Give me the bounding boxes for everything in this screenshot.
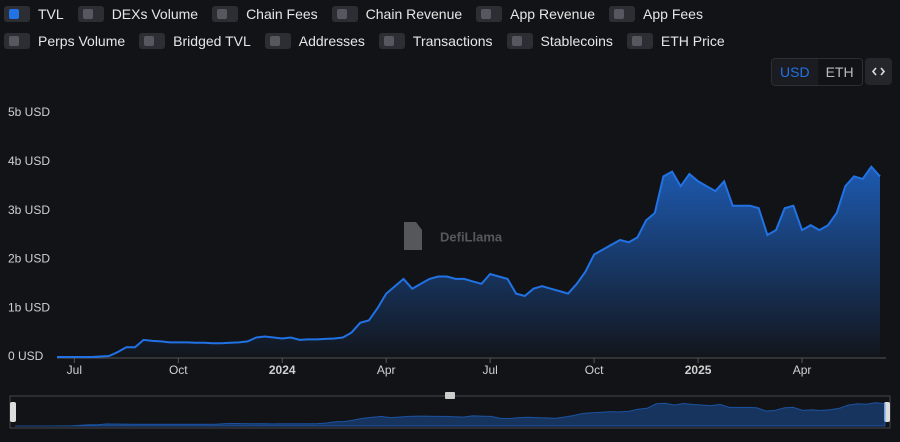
toggle[interactable]: App Revenue (476, 5, 595, 22)
line (57, 165, 881, 358)
brush-handle[interactable] (10, 402, 16, 422)
toggle-label: App Revenue (510, 5, 596, 22)
y-tick-label: 1b USD (8, 300, 50, 314)
toggle[interactable]: Transactions (378, 32, 493, 49)
x-tick-label: Oct (585, 363, 604, 377)
toggle[interactable]: Chain Fees (212, 5, 318, 22)
y-tick-label: 5b USD (8, 105, 50, 119)
checkbox[interactable] (506, 32, 533, 49)
toggle[interactable]: DEXs Volume (77, 5, 199, 22)
toggle-label: Chain Fees (246, 5, 318, 22)
x-tick-label: Jul (67, 363, 82, 377)
toggle-label: Transactions (412, 32, 493, 49)
toggle[interactable]: TVL (4, 5, 64, 22)
checkbox[interactable] (264, 32, 291, 49)
checkbox[interactable] (476, 5, 503, 22)
toggle-label: Chain Revenue (365, 5, 463, 22)
toggle[interactable]: Addresses (264, 32, 365, 49)
y-tick-label: 2b USD (8, 252, 50, 266)
checkbox[interactable] (4, 5, 30, 22)
checkbox[interactable] (331, 5, 358, 22)
x-tick-label: Oct (169, 363, 188, 377)
toggle[interactable]: ETH Price (626, 32, 725, 49)
checkbox[interactable] (4, 32, 30, 49)
x-tick-label: Apr (377, 363, 396, 377)
area (57, 166, 880, 357)
toggle-label: App Fees (643, 5, 703, 22)
toggle-label: ETH Price (660, 32, 725, 49)
brush-area (15, 402, 886, 427)
watermark-icon (404, 222, 422, 250)
toggle-list: TVL DEXs Volume Chain Fees Chain Revenue Ap… (4, 5, 804, 49)
y-tick-label: 3b USD (8, 203, 50, 217)
watermark-text: DefiLlama (440, 229, 503, 244)
toggle[interactable]: Chain Revenue (331, 5, 463, 22)
checkbox[interactable] (212, 5, 239, 22)
toggle-label: Addresses (298, 32, 365, 49)
toggle[interactable]: Bridged TVL (139, 32, 251, 49)
brush-grip[interactable] (445, 392, 455, 399)
y-tick-label: 4b USD (8, 154, 50, 168)
toggle-label: Stablecoins (540, 32, 613, 49)
toggle[interactable]: Perps Volume (4, 32, 125, 49)
toggle-label: TVL (38, 5, 64, 22)
x-tick-label: 2024 (269, 363, 296, 377)
checkbox[interactable] (378, 32, 405, 49)
embed-button[interactable] (865, 58, 892, 85)
currency-switch: USD ETH (771, 58, 863, 86)
currency-option[interactable]: ETH (825, 64, 854, 80)
toggle[interactable]: Stablecoins (506, 32, 613, 49)
toggle-label: DEXs Volume (111, 5, 199, 22)
y-tick-label: 0 USD (8, 349, 44, 363)
toggle-label: Perps Volume (38, 32, 126, 49)
x-tick-label: Apr (793, 363, 812, 377)
x-tick-label: Jul (482, 363, 497, 377)
checkbox[interactable] (139, 32, 166, 49)
checkbox[interactable] (609, 5, 636, 22)
checkbox[interactable] (77, 5, 104, 22)
checkbox[interactable] (626, 32, 653, 49)
x-tick-label: 2025 (685, 363, 712, 377)
code-icon (871, 67, 886, 76)
currency-option[interactable]: USD (772, 59, 818, 85)
toggle-label: Bridged TVL (173, 32, 251, 49)
watermark: DefiLlama (404, 222, 503, 250)
toggle[interactable]: App Fees (609, 5, 703, 22)
